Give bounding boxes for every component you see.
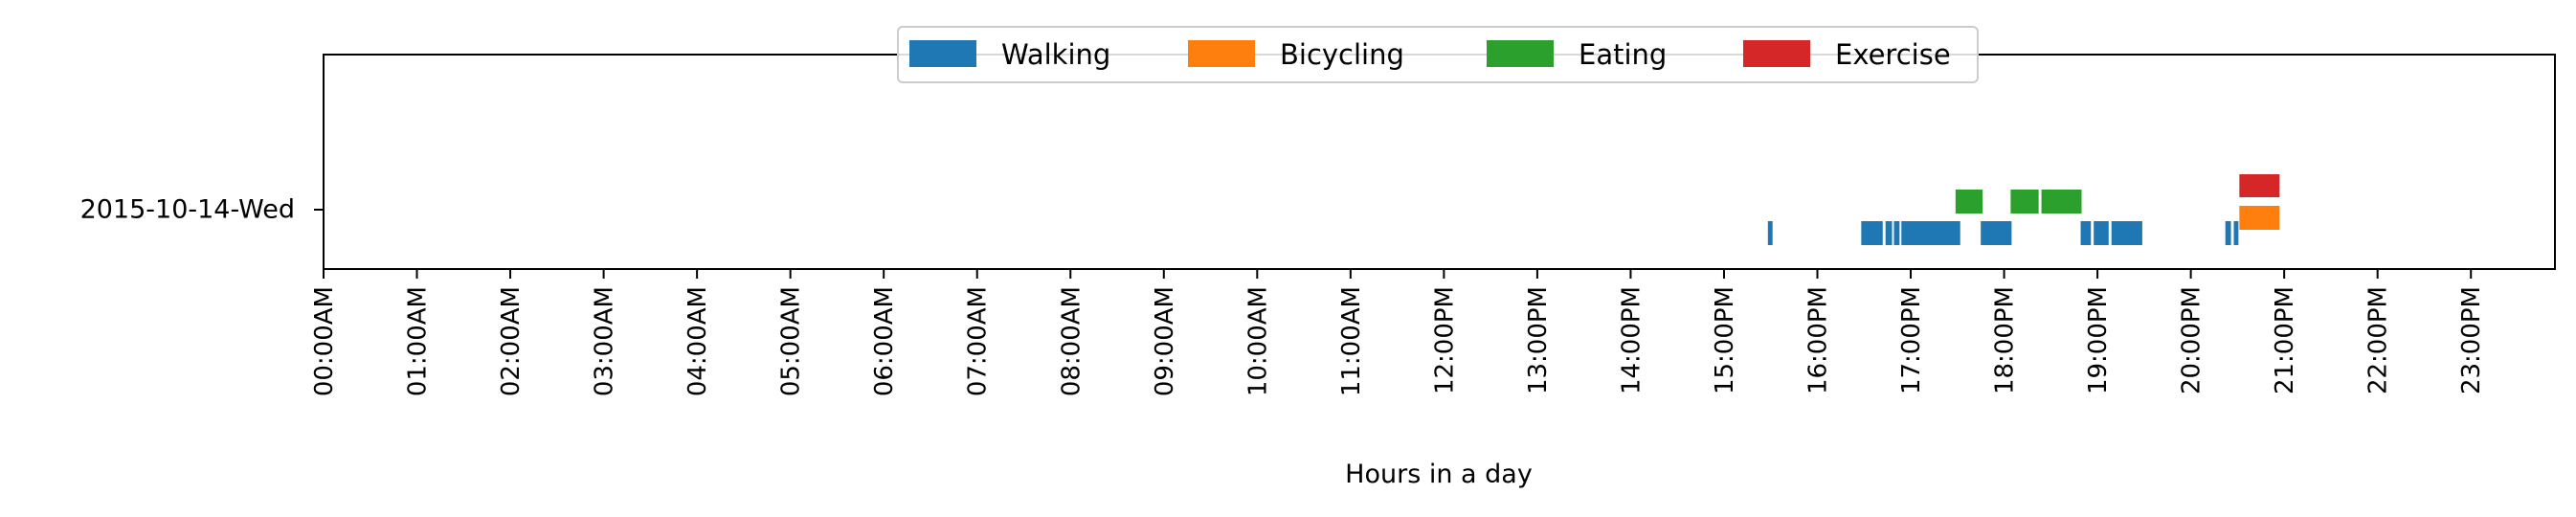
interval-bar-walking	[2233, 221, 2239, 245]
x-tick-label: 12:00PM	[1430, 286, 1459, 394]
legend-swatch-bicycling	[1188, 40, 1255, 67]
x-tick-label: 13:00PM	[1524, 286, 1553, 394]
interval-bar-walking	[1901, 221, 1960, 245]
interval-bar-walking	[1767, 221, 1773, 245]
x-tick-label: 05:00AM	[777, 286, 806, 396]
interval-bar-eating	[1955, 190, 1983, 214]
x-tick-label: 21:00PM	[2271, 286, 2299, 394]
x-tick-label: 19:00PM	[2084, 286, 2113, 394]
legend-swatch-eating	[1487, 40, 1554, 67]
x-tick-label: 01:00AM	[404, 286, 433, 396]
legend-label-exercise: Exercise	[1835, 38, 1951, 71]
interval-bar-walking	[1861, 221, 1883, 245]
x-tick-label: 20:00PM	[2178, 286, 2206, 394]
x-tick-label: 14:00PM	[1617, 286, 1646, 394]
interval-bar-eating	[2010, 190, 2039, 214]
interval-bar-walking	[2094, 221, 2109, 245]
legend-swatch-exercise	[1743, 40, 1810, 67]
x-tick-label: 00:00AM	[310, 286, 339, 396]
x-tick-label: 07:00AM	[964, 286, 993, 396]
x-tick-label: 11:00AM	[1337, 286, 1366, 396]
interval-bar-walking	[2080, 221, 2092, 245]
legend-label-walking: Walking	[1001, 38, 1110, 71]
x-tick-label: 23:00PM	[2457, 286, 2486, 394]
legend-label-bicycling: Bicycling	[1280, 38, 1404, 71]
legend-swatch-walking	[909, 40, 976, 67]
x-tick-label: 03:00AM	[591, 286, 619, 396]
interval-bar-walking	[1981, 221, 2012, 245]
x-tick-label: 18:00PM	[1991, 286, 2020, 394]
x-tick-label: 08:00AM	[1057, 286, 1086, 396]
y-axis: 2015-10-14-Wed	[80, 195, 324, 225]
x-tick-label: 02:00AM	[497, 286, 526, 396]
x-tick-label: 22:00PM	[2364, 286, 2393, 394]
x-tick-label: 17:00PM	[1897, 286, 1926, 394]
x-tick-label: 06:00AM	[870, 286, 899, 396]
x-tick-label: 16:00PM	[1804, 286, 1833, 394]
interval-bar-bicycling	[2239, 206, 2280, 230]
x-axis: 00:00AM 01:00AM 02:00AM 03:00AM 04:00AM 05:00…	[310, 269, 2486, 396]
legend-label-eating: Eating	[1579, 38, 1667, 71]
x-tick-label: 04:00AM	[683, 286, 712, 396]
legend-frame	[897, 26, 1979, 83]
x-tick-label: 15:00PM	[1711, 286, 1739, 394]
interval-bar-walking	[1885, 221, 1893, 245]
x-axis-label: Hours in a day	[1345, 460, 1533, 489]
x-tick-label: 10:00AM	[1243, 286, 1272, 396]
x-tick-label: 09:00AM	[1151, 286, 1179, 396]
plot-area	[1767, 174, 2280, 245]
interval-bar-walking	[1893, 221, 1900, 245]
legend: Walking Bicycling Eating Exercise	[897, 26, 1979, 83]
y-tick-label: 2015-10-14-Wed	[80, 195, 295, 225]
interval-bar-walking	[2225, 221, 2231, 245]
interval-bar-exercise	[2239, 174, 2280, 197]
interval-bar-eating	[2041, 190, 2082, 214]
interval-bar-walking	[2111, 221, 2142, 245]
plot-frame	[323, 54, 2556, 270]
